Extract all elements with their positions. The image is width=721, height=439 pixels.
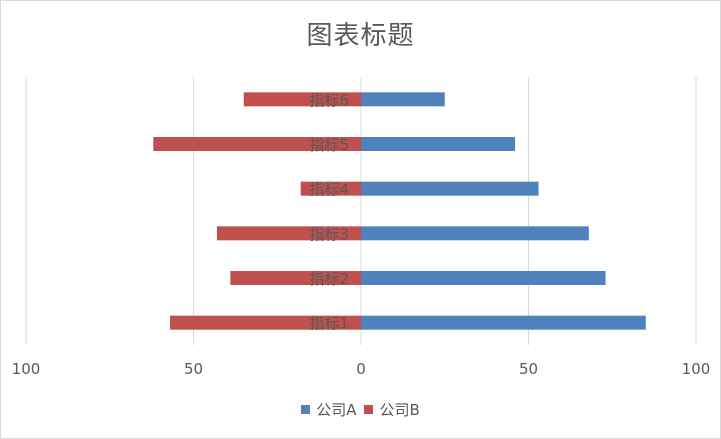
legend-item-company-a: 公司A (301, 399, 356, 420)
category-label-1: 指标1 (309, 315, 349, 333)
bar-company-a-4 (361, 181, 539, 196)
legend-swatch-company-b (364, 405, 374, 414)
x-tick-label-1: 50 (184, 360, 203, 378)
legend-item-company-b: 公司B (364, 399, 420, 420)
bar-company-a-3 (361, 226, 589, 241)
chart-title: 图表标题 (306, 21, 415, 51)
category-label-3: 指标3 (309, 225, 349, 243)
bar-company-a-2 (361, 271, 606, 285)
bar-company-a-6 (361, 92, 445, 107)
legend: 公司A 公司B (1, 399, 720, 420)
category-label-4: 指标4 (309, 181, 349, 199)
bar-company-a-5 (361, 137, 516, 151)
bar-company-b-2 (230, 271, 361, 285)
category-label-6: 指标6 (309, 91, 349, 109)
bar-company-b-3 (216, 226, 361, 241)
bar-company-a-1 (361, 315, 646, 330)
legend-label-company-a: 公司A (316, 401, 357, 419)
x-tick-label-4: 100 (682, 360, 711, 378)
legend-label-company-b: 公司B (379, 401, 420, 419)
x-tick-label-2: 0 (356, 360, 366, 378)
bar-company-b-5 (153, 137, 361, 151)
bar-company-b-4 (300, 181, 361, 196)
bar-company-b-6 (243, 92, 361, 107)
legend-swatch-company-a (301, 405, 311, 414)
category-label-2: 指标2 (309, 270, 349, 288)
bar-company-b-1 (170, 315, 361, 330)
x-tick-label-0: 100 (12, 360, 41, 378)
x-tick-label-3: 50 (519, 360, 538, 378)
category-label-5: 指标5 (309, 136, 349, 154)
